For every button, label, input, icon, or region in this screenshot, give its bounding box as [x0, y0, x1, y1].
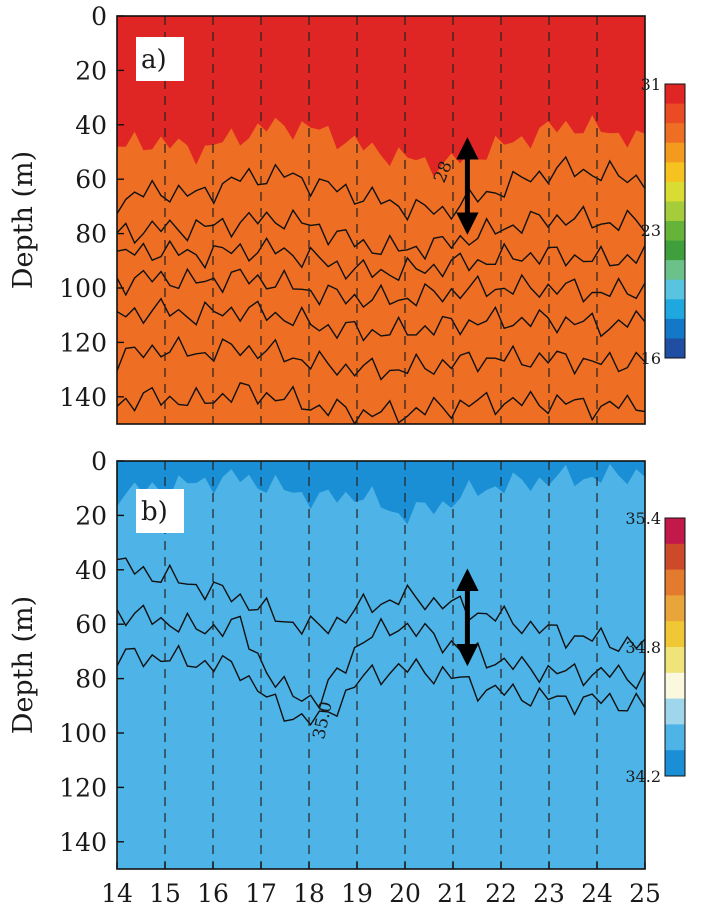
y-tick-label: 40 — [75, 556, 107, 585]
y-tick-label: 80 — [75, 665, 107, 694]
contour-line — [117, 155, 645, 222]
colorbar-swatch — [665, 279, 685, 300]
y-tick-label: 0 — [91, 2, 107, 31]
colorbar-swatch — [665, 621, 685, 648]
contour-line — [117, 205, 645, 261]
color-band — [117, 463, 645, 869]
colorbar-swatch — [665, 724, 685, 751]
colorbar-tick-label: 23 — [641, 221, 661, 240]
colorbar-swatch — [665, 338, 685, 359]
panel-b-salinity-bands — [117, 463, 645, 869]
panel-a-colorbar: 31 23 16 — [641, 75, 686, 368]
panel-b-label: b) — [141, 497, 168, 527]
colorbar-swatch — [665, 318, 685, 339]
colorbar-swatch — [665, 299, 685, 320]
panel-b-label-box — [136, 489, 184, 533]
panel-a-y-axis: 0 20 40 60 80 100 120 140 — [59, 2, 124, 412]
colorbar-swatch — [665, 240, 685, 261]
y-tick-label: 100 — [59, 274, 107, 303]
contour-line — [117, 267, 645, 309]
panel-b-colorbar: 35.4 34.8 34.2 — [625, 509, 686, 786]
colorbar-swatch — [665, 672, 685, 700]
y-tick-label: 0 — [91, 447, 107, 476]
contour-line — [117, 604, 645, 710]
colorbar-tick-label: 34.2 — [625, 767, 661, 786]
colorbar-tick-label: 31 — [641, 75, 661, 94]
panel-b-frame — [116, 460, 646, 870]
x-tick-label: 22 — [485, 879, 517, 908]
x-tick-label: 16 — [197, 879, 229, 908]
colorbar-tick-label: 16 — [641, 349, 661, 368]
panel-a-label: a) — [141, 45, 167, 75]
colorbar-tick-label: 35.4 — [625, 509, 661, 528]
colorbar-swatch — [665, 84, 685, 105]
colorbar-swatch — [665, 181, 685, 202]
x-tick-label: 17 — [245, 879, 277, 908]
y-tick-label: 120 — [59, 328, 107, 357]
colorbar-swatch — [665, 543, 685, 571]
x-tick-label: 25 — [629, 879, 661, 908]
y-tick-label: 20 — [75, 56, 107, 85]
contour-line — [117, 297, 645, 342]
colorbar-swatch — [665, 518, 685, 545]
y-tick-label: 40 — [75, 111, 107, 140]
y-tick-label: 140 — [59, 383, 107, 412]
colorbar-swatch — [665, 260, 685, 281]
y-tick-label: 100 — [59, 719, 107, 748]
y-tick-label: 20 — [75, 501, 107, 530]
y-tick-label: 60 — [75, 610, 107, 639]
colorbar-swatch — [665, 595, 685, 622]
colorbar-swatch — [665, 750, 685, 777]
contour-line — [117, 381, 645, 424]
contour-line — [117, 557, 645, 653]
panel-b-x-axis: 14 15 16 17 18 19 20 21 22 23 24 25 — [101, 862, 661, 908]
y-tick-label: 60 — [75, 165, 107, 194]
colorbar-frame — [664, 83, 686, 359]
panel-b-contours — [117, 557, 645, 726]
colorbar-swatch — [665, 201, 685, 222]
colorbar-frame — [664, 517, 686, 777]
y-tick-label: 140 — [59, 828, 107, 857]
contour-line — [117, 335, 645, 381]
colorbar-swatch — [665, 162, 685, 183]
panel-b-y-axis-label: Depth (m) — [8, 596, 39, 734]
colorbar-swatch — [665, 569, 685, 596]
panel-a-dashed-lines — [164, 16, 598, 424]
colorbar-swatch — [665, 123, 685, 144]
contour-line — [117, 237, 645, 282]
x-tick-label: 21 — [437, 879, 469, 908]
x-tick-label: 24 — [581, 879, 613, 908]
y-tick-label: 80 — [75, 220, 107, 249]
colorbar-swatch — [665, 647, 685, 674]
y-tick-label: 120 — [59, 773, 107, 802]
x-tick-label: 14 — [101, 879, 133, 908]
contour-line — [117, 644, 645, 726]
x-tick-label: 23 — [533, 879, 565, 908]
panel-b-y-axis: 0 20 40 60 80 100 120 140 — [59, 447, 124, 857]
panel-a-contours — [117, 155, 645, 424]
panel-a-y-axis-label: Depth (m) — [8, 151, 39, 289]
colorbar-swatch — [665, 142, 685, 163]
colorbar-swatch — [665, 221, 685, 242]
x-tick-label: 18 — [293, 879, 325, 908]
colorbar-tick-label: 34.8 — [625, 638, 661, 657]
panel-a-frame — [116, 15, 646, 425]
panel-a-label-box — [136, 37, 184, 81]
x-tick-label: 20 — [389, 879, 421, 908]
x-tick-label: 15 — [149, 879, 181, 908]
x-tick-label: 19 — [341, 879, 373, 908]
colorbar-swatch — [665, 698, 685, 725]
colorbar-swatch — [665, 103, 685, 124]
